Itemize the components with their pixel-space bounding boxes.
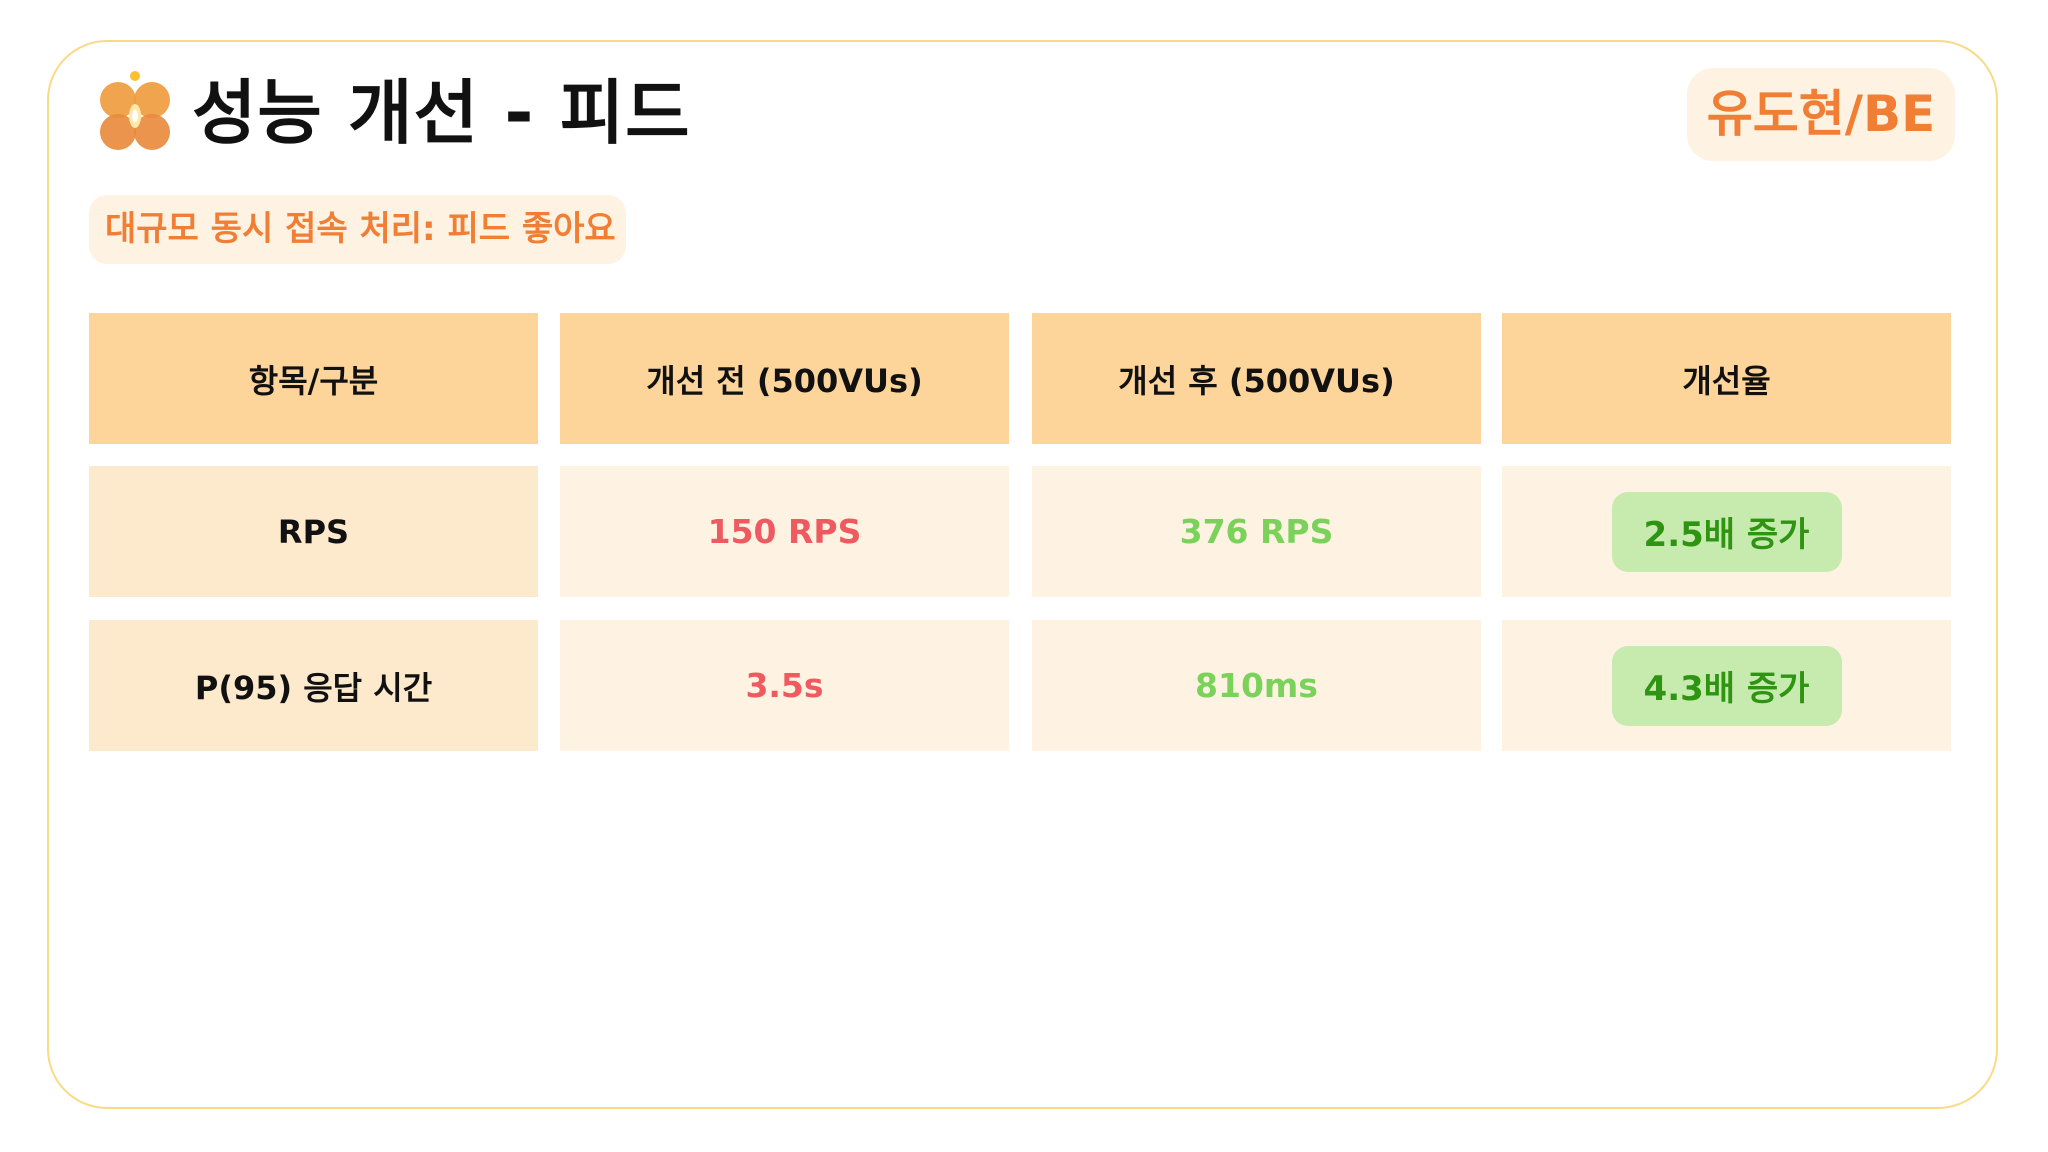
column-header-item: 항목/구분	[89, 313, 538, 444]
table-row-after: 810ms	[1032, 620, 1481, 751]
table-row-improvement-cell: 2.5배 증가	[1502, 466, 1951, 597]
column-header-improvement: 개선율	[1502, 313, 1951, 444]
table-row-metric: P(95) 응답 시간	[89, 620, 538, 751]
improvement-badge: 2.5배 증가	[1611, 491, 1842, 572]
column-header-before: 개선 전 (500VUs)	[560, 313, 1009, 444]
column-header-after: 개선 후 (500VUs)	[1032, 313, 1481, 444]
author-badge: 유도현/BE	[1687, 68, 1955, 161]
table-row-metric: RPS	[89, 466, 538, 597]
subtitle-tag: 대규모 동시 접속 처리: 피드 좋아요	[89, 195, 626, 264]
table-row-after: 376 RPS	[1032, 466, 1481, 597]
table-row-improvement-cell: 4.3배 증가	[1502, 620, 1951, 751]
table-row-before: 3.5s	[560, 620, 1009, 751]
table-row-before: 150 RPS	[560, 466, 1009, 597]
improvement-badge: 4.3배 증가	[1611, 645, 1842, 726]
page-title: 성능 개선 - 피드	[192, 72, 691, 154]
clover-logo-icon	[100, 71, 170, 150]
